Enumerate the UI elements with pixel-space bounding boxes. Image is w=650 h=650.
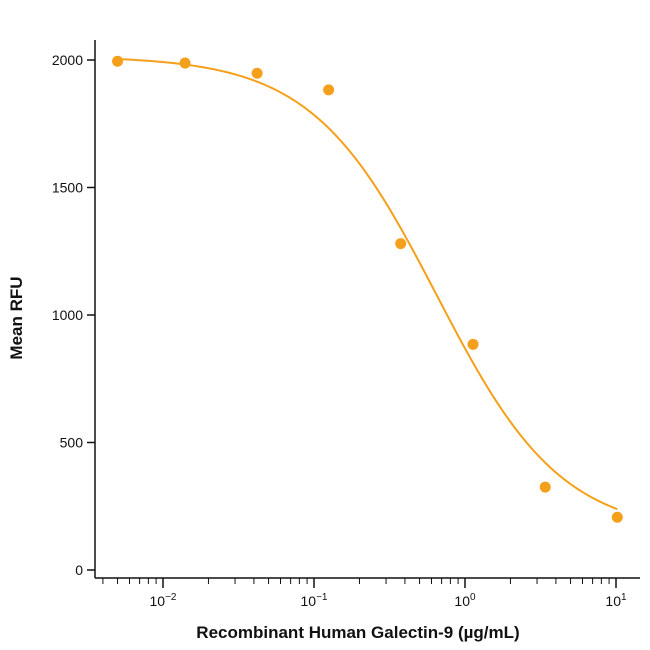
data-point: [539, 481, 551, 493]
y-tick-label: 500: [60, 435, 84, 451]
data-point: [251, 67, 263, 79]
data-point: [395, 238, 407, 250]
data-point: [611, 511, 623, 523]
data-point: [323, 84, 335, 96]
x-tick-label: 100: [454, 592, 476, 609]
x-axis-label: Recombinant Human Galectin-9 (µg/mL): [196, 623, 519, 642]
y-axis-label: Mean RFU: [7, 276, 26, 359]
y-tick-label: 0: [75, 562, 83, 578]
x-tick-label: 10−2: [150, 592, 177, 609]
x-tick-label: 101: [605, 592, 627, 609]
fit-curve: [117, 58, 618, 511]
data-point: [179, 57, 191, 69]
y-tick-label: 1500: [52, 180, 83, 196]
y-tick-label: 2000: [52, 52, 83, 68]
y-tick-label: 1000: [52, 307, 83, 323]
data-point: [467, 338, 479, 350]
x-tick-label: 10−1: [301, 592, 328, 609]
data-point: [112, 55, 124, 67]
x-axis: 10−2 10−1 100 101: [95, 577, 640, 609]
y-axis: 0 500 1000 1500 2000: [52, 40, 96, 578]
plot-area: [112, 55, 623, 523]
